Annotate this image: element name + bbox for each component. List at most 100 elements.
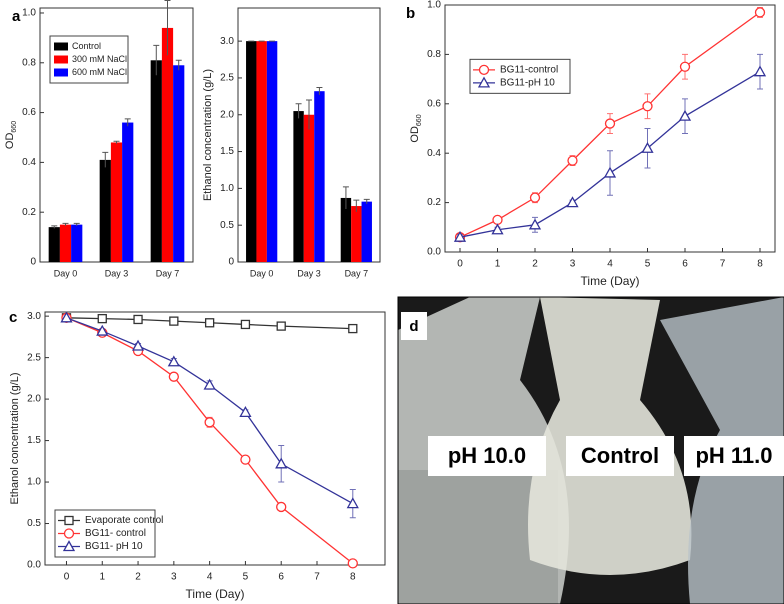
bar bbox=[71, 224, 83, 262]
bar bbox=[246, 41, 257, 263]
marker bbox=[96, 324, 109, 336]
marker bbox=[204, 318, 215, 328]
y-tick-label: 0.6 bbox=[427, 98, 441, 109]
photo-panel: d pH 10.0 Control pH 11.0 bbox=[397, 296, 784, 604]
x-tick-label: 4 bbox=[607, 259, 613, 270]
y-axis-label: Ethanol concentration (g/L) bbox=[9, 372, 21, 504]
y-tick-label: 0.6 bbox=[22, 107, 36, 118]
legend-marker bbox=[478, 64, 490, 75]
x-tick-label: 2 bbox=[135, 572, 141, 583]
error-bar bbox=[363, 198, 370, 204]
legend-label: BG11- control bbox=[85, 528, 146, 539]
x-tick-label: 0 bbox=[457, 259, 463, 270]
x-tick-label: 3 bbox=[570, 259, 576, 270]
y-axis-label-sub: 660 bbox=[11, 121, 18, 133]
x-tick-label: 2 bbox=[532, 259, 538, 270]
y-tick-label: 1.0 bbox=[427, 0, 441, 11]
y-tick-label: 0.4 bbox=[22, 157, 36, 168]
bar bbox=[173, 65, 185, 263]
line bbox=[66, 317, 354, 505]
marker bbox=[566, 196, 579, 208]
chart: 0 0.5 1.0 1.5 2.0 2.5 3.0 Ethanol concentration… bbox=[202, 7, 381, 278]
legend-swatch bbox=[54, 55, 68, 64]
legend-label: Control bbox=[72, 41, 101, 51]
y-tick-label: 0.2 bbox=[427, 197, 441, 208]
panel-label: c bbox=[9, 309, 17, 326]
photo-label-box bbox=[566, 436, 674, 476]
photo-border bbox=[397, 296, 784, 604]
legend-box bbox=[469, 58, 571, 94]
x-tick-label: 4 bbox=[207, 572, 213, 583]
bar bbox=[361, 201, 372, 262]
error-bar bbox=[73, 222, 80, 226]
bar bbox=[122, 122, 134, 263]
marker bbox=[240, 454, 251, 465]
error-bar bbox=[153, 44, 160, 76]
photo-label-box bbox=[428, 436, 546, 476]
bar bbox=[110, 142, 123, 262]
legend-label: BG11- pH 10 bbox=[85, 541, 143, 552]
marker bbox=[642, 101, 653, 112]
plot-area bbox=[44, 311, 386, 566]
marker bbox=[529, 192, 541, 203]
y-tick-label: 0.0 bbox=[27, 560, 41, 571]
marker bbox=[453, 230, 467, 242]
x-tick-label: 6 bbox=[682, 259, 688, 270]
x-tick-label: Day 7 bbox=[345, 268, 369, 278]
line bbox=[459, 11, 761, 238]
marker bbox=[492, 214, 503, 226]
error-bar bbox=[295, 103, 302, 119]
error-bar bbox=[342, 186, 349, 209]
x-axis-label: Time (Day) bbox=[581, 274, 640, 288]
error-bar bbox=[51, 225, 58, 229]
marker bbox=[641, 141, 654, 153]
chart: a 0 0.2 0.4 0.6 0.8 1.0 OD660 Day 0 Day 3 Day 7 Con… bbox=[4, 0, 194, 278]
error-bar bbox=[164, 0, 171, 56]
y-tick-label: 0.8 bbox=[22, 57, 36, 68]
legend-marker bbox=[64, 515, 74, 526]
y-tick-label: 1.0 bbox=[27, 477, 41, 488]
marker bbox=[603, 166, 617, 178]
y-tick-label: 2.5 bbox=[27, 352, 41, 363]
x-tick-label: 7 bbox=[720, 259, 726, 270]
error-bar bbox=[175, 59, 182, 71]
legend-marker bbox=[477, 76, 491, 88]
marker bbox=[60, 311, 73, 323]
marker bbox=[169, 316, 179, 326]
marker bbox=[239, 406, 252, 418]
line bbox=[66, 317, 353, 330]
y-axis-label: OD660 bbox=[4, 121, 18, 149]
y-axis-label: Ethanol concentration (g/L) bbox=[202, 69, 214, 201]
x-tick-label: Day 3 bbox=[297, 268, 321, 278]
line bbox=[459, 71, 761, 238]
photo-label-box bbox=[684, 436, 784, 476]
bar bbox=[48, 227, 60, 262]
marker bbox=[133, 314, 143, 325]
y-tick-label: 0.4 bbox=[427, 148, 441, 159]
x-tick-label: 5 bbox=[243, 572, 249, 583]
y-tick-label: 2.5 bbox=[220, 73, 234, 84]
error-bar bbox=[316, 87, 323, 95]
bar bbox=[256, 41, 267, 263]
marker bbox=[678, 109, 692, 121]
y-tick-label: 2.0 bbox=[220, 109, 234, 120]
y-tick-label: 0.5 bbox=[27, 518, 41, 529]
photo-label: Control bbox=[581, 443, 659, 468]
y-tick-label: 0.2 bbox=[22, 207, 36, 218]
marker bbox=[567, 155, 578, 166]
y-tick-label: 1.5 bbox=[220, 146, 234, 157]
bar bbox=[303, 114, 315, 262]
x-tick-label: Day 0 bbox=[54, 268, 78, 278]
bar bbox=[161, 27, 174, 262]
y-axis-label-sub: 660 bbox=[416, 114, 423, 126]
marker bbox=[754, 7, 766, 18]
y-axis-label: OD660 bbox=[409, 114, 423, 142]
x-tick-label: 0 bbox=[64, 572, 70, 583]
y-tick-label: 3.0 bbox=[220, 36, 234, 47]
bar bbox=[351, 206, 362, 262]
line bbox=[66, 317, 354, 564]
x-tick-label: Day 3 bbox=[105, 268, 129, 278]
bar bbox=[314, 91, 325, 262]
marker bbox=[97, 313, 107, 324]
panel-label: d bbox=[409, 318, 418, 335]
